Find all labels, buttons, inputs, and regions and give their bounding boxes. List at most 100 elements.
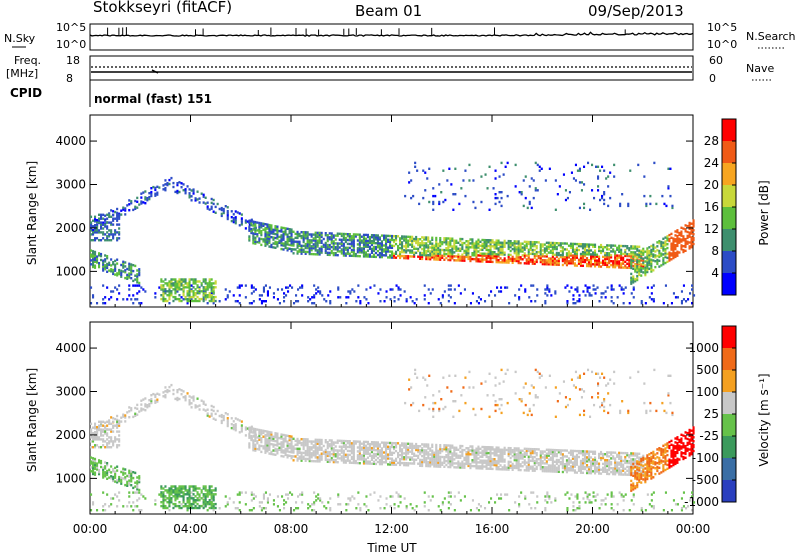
- power-cell: [207, 202, 209, 204]
- power-cell: [181, 278, 183, 280]
- power-cell: [419, 252, 421, 254]
- velocity-cell: [645, 509, 647, 511]
- velocity-cell: [335, 441, 337, 443]
- power-cell: [245, 284, 247, 286]
- velocity-cell: [329, 439, 331, 441]
- velocity-cell: [112, 430, 114, 432]
- power-cell: [605, 296, 607, 298]
- power-cell: [535, 187, 537, 189]
- velocity-cell: [347, 503, 349, 505]
- velocity-cell: [108, 428, 110, 430]
- velocity-cell: [181, 393, 183, 395]
- power-cell: [497, 197, 499, 199]
- velocity-cell: [321, 501, 323, 503]
- power-cell: [367, 253, 369, 255]
- velocity-cell: [272, 453, 274, 455]
- power-cell: [110, 229, 112, 231]
- power-cell: [640, 267, 642, 269]
- velocity-cell: [412, 507, 414, 509]
- velocity-cell: [164, 489, 166, 491]
- power-cell: [254, 221, 256, 223]
- velocity-cell: [225, 412, 227, 414]
- power-cell: [345, 247, 347, 249]
- power-cell: [112, 233, 114, 235]
- velocity-cell: [154, 394, 156, 396]
- power-cell: [632, 268, 634, 270]
- power-cell: [603, 191, 605, 193]
- velocity-cell: [183, 396, 185, 398]
- velocity-cell: [345, 454, 347, 456]
- velocity-cell: [333, 447, 335, 449]
- power-cell: [448, 288, 450, 290]
- velocity-cell: [174, 503, 176, 505]
- power-cell: [128, 294, 130, 296]
- power-cell: [252, 232, 254, 234]
- power-cell: [262, 238, 264, 240]
- power-cell: [447, 237, 449, 239]
- power-cell: [488, 245, 490, 247]
- velocity-cell: [114, 436, 116, 438]
- power-cell: [289, 228, 291, 230]
- power-cell: [544, 255, 546, 257]
- power-cell: [460, 187, 462, 189]
- power-cell: [574, 262, 576, 264]
- power-cell: [168, 183, 170, 185]
- velocity-cell: [285, 493, 287, 495]
- velocity-cell: [260, 437, 262, 439]
- power-cell: [549, 168, 551, 170]
- power-cell: [693, 294, 695, 296]
- power-cell: [349, 253, 351, 255]
- velocity-cell: [100, 460, 102, 462]
- velocity-cell: [443, 466, 445, 468]
- power-cell: [254, 237, 256, 239]
- power-cell: [586, 257, 588, 259]
- velocity-cell: [209, 507, 211, 509]
- power-cell: [311, 296, 313, 298]
- power-cell: [600, 262, 602, 264]
- power-cell: [601, 296, 603, 298]
- power-cell: [349, 243, 351, 245]
- power-cell: [305, 243, 307, 245]
- velocity-cell: [347, 450, 349, 452]
- power-cell: [620, 245, 622, 247]
- velocity-cell: [213, 503, 215, 505]
- power-cell: [154, 193, 156, 195]
- power-cell: [687, 241, 689, 243]
- power-cell: [405, 236, 407, 238]
- power-cell: [379, 242, 381, 244]
- velocity-cell: [134, 472, 136, 474]
- power-cell: [221, 207, 223, 209]
- velocity-cell: [339, 446, 341, 448]
- power-cell: [128, 284, 130, 286]
- velocity-cell: [106, 478, 108, 480]
- power-cell: [401, 241, 403, 243]
- power-cell: [339, 250, 341, 252]
- velocity-cell: [267, 497, 269, 499]
- power-cell: [638, 250, 640, 252]
- velocity-cell: [425, 457, 427, 459]
- velocity-cell: [90, 470, 92, 472]
- power-cell: [411, 236, 413, 238]
- power-cell: [662, 257, 664, 259]
- power-cell: [537, 189, 539, 191]
- velocity-cell: [126, 475, 128, 477]
- power-cell: [599, 170, 601, 172]
- power-cell: [409, 249, 411, 251]
- power-cell: [329, 232, 331, 234]
- power-cell: [458, 284, 460, 286]
- power-cell: [597, 189, 599, 191]
- velocity-cell: [673, 499, 675, 501]
- velocity-cell: [195, 485, 197, 487]
- power-cell: [500, 257, 502, 259]
- velocity-cell: [361, 443, 363, 445]
- power-cell: [399, 251, 401, 253]
- velocity-cell: [349, 454, 351, 456]
- velocity-cell: [532, 491, 534, 493]
- power-cell: [424, 298, 426, 300]
- power-cell: [435, 237, 437, 239]
- power-cell: [668, 252, 670, 254]
- velocity-cell: [272, 436, 274, 438]
- power-cell: [205, 286, 207, 288]
- velocity-cell: [329, 507, 331, 509]
- power-cell: [259, 298, 261, 300]
